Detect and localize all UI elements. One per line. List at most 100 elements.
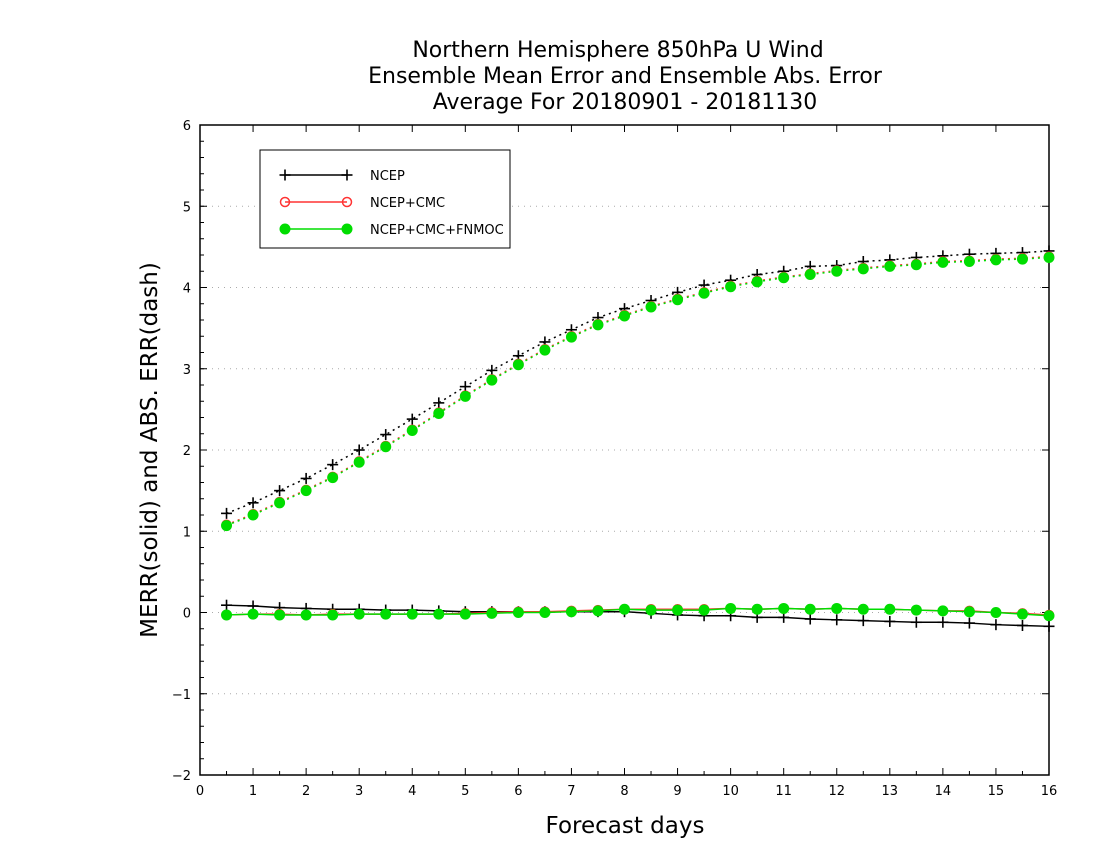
y-tick-label: 2 [183, 444, 191, 459]
data-point [247, 497, 259, 509]
data-point [1043, 610, 1055, 622]
data-point [963, 256, 975, 267]
grid-lines [200, 205, 1049, 695]
y-tick-labels: −2 −1 0 1 2 3 4 5 6 [172, 119, 191, 784]
data-point [433, 397, 445, 409]
data-point [884, 603, 896, 615]
y-tick-label: 1 [183, 525, 191, 540]
data-point [486, 374, 498, 386]
y-tick-label: 0 [183, 607, 191, 622]
data-point [247, 509, 259, 521]
data-point [990, 607, 1002, 618]
data-point [380, 441, 392, 453]
x-tick-label: 10 [722, 784, 739, 799]
chart-title: Northern Hemisphere 850hPa U Wind Ensemb… [368, 38, 883, 115]
data-point [327, 472, 339, 484]
data-point [353, 444, 365, 456]
x-tick-label: 1 [249, 784, 257, 799]
data-point [300, 609, 312, 621]
legend-entry-ncep-cmc: NCEP+CMC [279, 196, 445, 211]
data-point [619, 603, 630, 615]
series-markers-ncep-cmc-fnmoc-abs-err [221, 251, 1055, 532]
data-point [778, 272, 790, 284]
legend-entry-ncep-cmc-fnmoc: NCEP+CMC+FNMOC [279, 223, 504, 238]
data-point [1043, 620, 1055, 632]
x-tick-labels: 0 1 2 3 4 5 6 7 8 9 10 11 12 13 14 15 16 [196, 784, 1057, 799]
data-point [341, 196, 353, 208]
axis-ticks [199, 124, 1050, 776]
data-point [672, 294, 684, 306]
data-point [963, 606, 975, 618]
y-tick-label: 3 [183, 363, 191, 378]
data-point [327, 459, 339, 471]
data-point [565, 331, 577, 343]
data-point [910, 259, 922, 271]
data-point [831, 614, 843, 626]
data-point [512, 359, 524, 371]
series-markers-ncep-cmc-abs-err [221, 251, 1055, 530]
x-axis-label: Forecast days [546, 813, 705, 839]
data-point [539, 344, 551, 356]
x-tick-label: 6 [514, 784, 522, 799]
legend-label: NCEP+CMC [370, 196, 445, 211]
data-point [698, 287, 710, 299]
series-markers-ncep-cmc-fnmoc-merr [221, 602, 1055, 622]
legend-label: NCEP [370, 169, 405, 184]
series-line-ncep-abs-err [226, 250, 1050, 515]
data-point [751, 603, 763, 615]
x-tick-label: 11 [775, 784, 792, 799]
y-tick-label: −2 [172, 769, 191, 784]
x-tick-label: 5 [461, 784, 469, 799]
data-point [804, 613, 816, 625]
data-point [592, 319, 604, 331]
title-line-1: Northern Hemisphere 850hPa U Wind [412, 38, 823, 63]
x-tick-label: 16 [1041, 784, 1058, 799]
data-point [963, 617, 975, 629]
data-point [698, 604, 710, 616]
data-point [910, 616, 922, 628]
data-point [433, 608, 445, 620]
data-point [831, 602, 843, 614]
data-point [857, 615, 869, 627]
legend-entry-ncep: NCEP [279, 169, 405, 184]
series-line-ncep-cmc-fnmoc-abs-err [226, 256, 1050, 527]
data-point [459, 608, 471, 620]
data-point [341, 223, 353, 235]
data-point [725, 281, 737, 293]
data-point [619, 310, 630, 322]
data-point [274, 609, 286, 621]
data-point [645, 604, 657, 616]
y-tick-label: −1 [172, 688, 191, 703]
x-tick-label: 0 [196, 784, 204, 799]
x-tick-label: 14 [935, 784, 952, 799]
data-point [539, 607, 551, 618]
legend-box [259, 149, 511, 249]
series-markers-ncep-cmc-merr [221, 603, 1055, 621]
y-tick-label: 4 [183, 282, 191, 297]
data-point [672, 604, 684, 616]
data-point [1043, 251, 1055, 263]
data-point [486, 364, 498, 376]
data-point [937, 256, 949, 268]
data-point [884, 615, 896, 627]
data-point [221, 520, 233, 532]
data-point [380, 429, 392, 441]
data-point [459, 390, 471, 402]
data-point [486, 607, 498, 619]
data-point [565, 606, 577, 618]
data-point [990, 254, 1002, 266]
x-tick-label: 3 [355, 784, 363, 799]
data-point [341, 169, 353, 181]
data-point [279, 223, 291, 235]
y-tick-label: 6 [183, 119, 191, 134]
data-point [279, 169, 291, 181]
data-point [221, 599, 233, 611]
data-point [990, 619, 1002, 631]
data-point [1016, 253, 1028, 265]
data-point [857, 603, 869, 615]
data-point [937, 616, 949, 628]
data-point [857, 263, 869, 275]
data-point [247, 608, 259, 620]
data-point [221, 609, 233, 621]
data-point [406, 608, 418, 620]
